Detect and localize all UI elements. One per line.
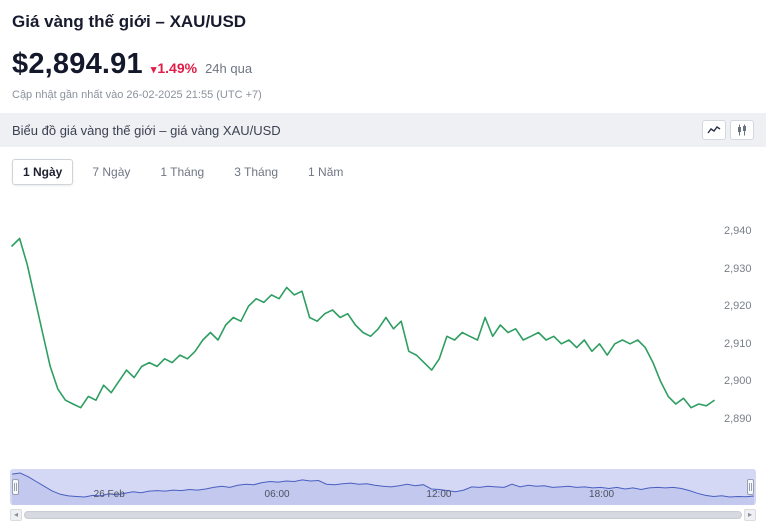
y-axis-label: 2,920 — [724, 300, 752, 312]
time-range-tabs: 1 Ngày 7 Ngày 1 Tháng 3 Tháng 1 Năm — [0, 147, 766, 185]
scrollbar-thumb[interactable] — [24, 511, 742, 519]
navigator-time-label: 26 Feb — [94, 489, 125, 500]
y-axis-label: 2,910 — [724, 338, 752, 350]
tab-1-day[interactable]: 1 Ngày — [12, 159, 73, 185]
navigator-right-handle[interactable] — [747, 479, 754, 495]
navigator-time-labels: 26 Feb 06:00 12:00 18:00 — [10, 469, 756, 505]
chart-title: Biểu đồ giá vàng thế giới – giá vàng XAU… — [12, 123, 281, 138]
line-chart-button[interactable] — [702, 120, 726, 140]
arrow-down-icon: ▾ — [151, 64, 157, 76]
tab-1-month[interactable]: 1 Tháng — [149, 159, 215, 185]
tab-3-months[interactable]: 3 Tháng — [223, 159, 289, 185]
y-axis-label: 2,940 — [724, 225, 752, 237]
candlestick-chart-button[interactable] — [730, 120, 754, 140]
tab-1-year[interactable]: 1 Năm — [297, 159, 354, 185]
price-change-percent: 1.49% — [157, 60, 197, 76]
chart-type-switcher — [702, 120, 754, 140]
period-label: 24h qua — [205, 61, 252, 76]
navigator-time-label: 12:00 — [426, 489, 451, 500]
last-updated-text: Cập nhật gần nhất vào 26-02-2025 21:55 (… — [12, 89, 752, 101]
scrollbar-right-arrow[interactable]: ▸ — [744, 509, 756, 521]
y-axis-label: 2,930 — [724, 263, 752, 275]
navigator-time-label: 06:00 — [265, 489, 290, 500]
price-line-chart[interactable] — [8, 193, 718, 445]
y-axis-label: 2,890 — [724, 413, 752, 425]
price-change: ▾1.49% — [151, 60, 197, 76]
price-chart[interactable]: 2,940 2,930 2,920 2,910 2,900 2,890 — [8, 193, 758, 445]
y-axis: 2,940 2,930 2,920 2,910 2,900 2,890 — [718, 193, 758, 445]
price-header: Giá vàng thế giới – XAU/USD $2,894.91 ▾1… — [0, 0, 766, 101]
navigator-time-label: 18:00 — [589, 489, 614, 500]
scrollbar-left-arrow[interactable]: ◂ — [10, 509, 22, 521]
price-line — [12, 239, 714, 408]
tab-7-days[interactable]: 7 Ngày — [81, 159, 141, 185]
candlestick-icon — [736, 124, 748, 136]
chart-scrollbar[interactable]: ◂ ▸ — [10, 509, 756, 521]
navigator-left-handle[interactable] — [12, 479, 19, 495]
y-axis-label: 2,900 — [724, 375, 752, 387]
page-title: Giá vàng thế giới – XAU/USD — [12, 12, 752, 32]
current-price: $2,894.91 — [12, 48, 143, 81]
line-chart-icon — [707, 125, 721, 135]
price-row: $2,894.91 ▾1.49% 24h qua — [12, 48, 752, 81]
gold-price-widget: Giá vàng thế giới – XAU/USD $2,894.91 ▾1… — [0, 0, 766, 521]
chart-navigator[interactable]: 26 Feb 06:00 12:00 18:00 — [10, 469, 756, 505]
chart-title-bar: Biểu đồ giá vàng thế giới – giá vàng XAU… — [0, 113, 766, 147]
